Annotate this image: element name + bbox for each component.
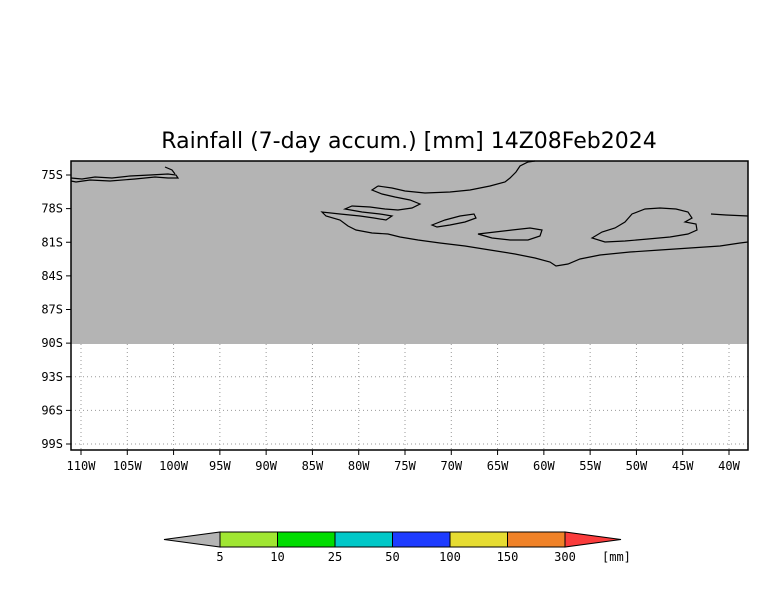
- lon-tick-label: 50W: [626, 459, 648, 473]
- lon-tick-label: 60W: [533, 459, 555, 473]
- latitude-axis: 75S 78S 81S 84S 87S 90S 93S 96S 99S: [41, 168, 71, 451]
- lon-tick-label: 55W: [579, 459, 601, 473]
- colorbar-label: 10: [270, 550, 284, 564]
- lat-tick-label: 93S: [41, 370, 63, 384]
- coastline-segment-islet: [164, 166, 176, 175]
- colorbar-unit: [mm]: [602, 550, 631, 564]
- lon-tick-label: 75W: [394, 459, 416, 473]
- lon-tick-label: 45W: [672, 459, 694, 473]
- colorbar-label: 50: [385, 550, 399, 564]
- lat-tick-label: 90S: [41, 336, 63, 350]
- lon-tick-label: 80W: [348, 459, 370, 473]
- lat-tick-label: 96S: [41, 403, 63, 417]
- longitude-axis: 110W 105W 100W 95W 90W 85W 80W 75W 70W 65W 60W 55W 5…: [67, 450, 741, 473]
- lon-tick-label: 85W: [302, 459, 324, 473]
- lat-tick-label: 87S: [41, 303, 63, 317]
- colorbar-swatch: [277, 531, 336, 548]
- colorbar-label: 25: [328, 550, 342, 564]
- colorbar: 5 10 25 50 100 150 300: [163, 531, 622, 564]
- lat-tick-label: 78S: [41, 202, 63, 216]
- plot-frame: [70, 160, 749, 451]
- colorbar-swatch: [449, 531, 508, 548]
- colorbar-under-triangle: [163, 531, 221, 548]
- antarctica-land-mask: [71, 161, 748, 344]
- lon-tick-label: 65W: [487, 459, 509, 473]
- lon-tick-label: 40W: [718, 459, 740, 473]
- lat-tick-label: 81S: [41, 235, 63, 249]
- map-grid: [71, 344, 748, 450]
- coastline-segment-west: [70, 173, 180, 183]
- lon-tick-label: 95W: [209, 459, 231, 473]
- colorbar-label: 150: [497, 550, 519, 564]
- colorbar-swatch: [334, 531, 393, 548]
- lon-tick-label: 90W: [255, 459, 277, 473]
- lon-tick-label: 110W: [67, 459, 97, 473]
- map-title: Rainfall (7-day accum.) [mm] 14Z08Feb202…: [161, 129, 656, 154]
- colorbar-swatch: [507, 531, 566, 548]
- lat-tick-label: 84S: [41, 269, 63, 283]
- colorbar-swatch: [392, 531, 451, 548]
- coastline-segment-main: [320, 185, 749, 267]
- lon-tick-label: 70W: [440, 459, 462, 473]
- lat-tick-label: 99S: [41, 437, 63, 451]
- lon-tick-label: 105W: [113, 459, 143, 473]
- coastline-island-1: [430, 213, 477, 228]
- lat-tick-label: 75S: [41, 168, 63, 182]
- coastline-island-2: [477, 227, 543, 241]
- coastline-segment-east: [710, 213, 749, 217]
- colorbar-over-triangle: [564, 531, 622, 548]
- coastline: [70, 160, 749, 267]
- coastline-segment-ross: [377, 160, 536, 194]
- colorbar-label: 300: [554, 550, 576, 564]
- colorbar-swatch: [219, 531, 278, 548]
- coastline-island-3: [590, 207, 698, 243]
- colorbar-label: 5: [216, 550, 223, 564]
- colorbar-label: 100: [439, 550, 461, 564]
- lon-tick-label: 100W: [159, 459, 189, 473]
